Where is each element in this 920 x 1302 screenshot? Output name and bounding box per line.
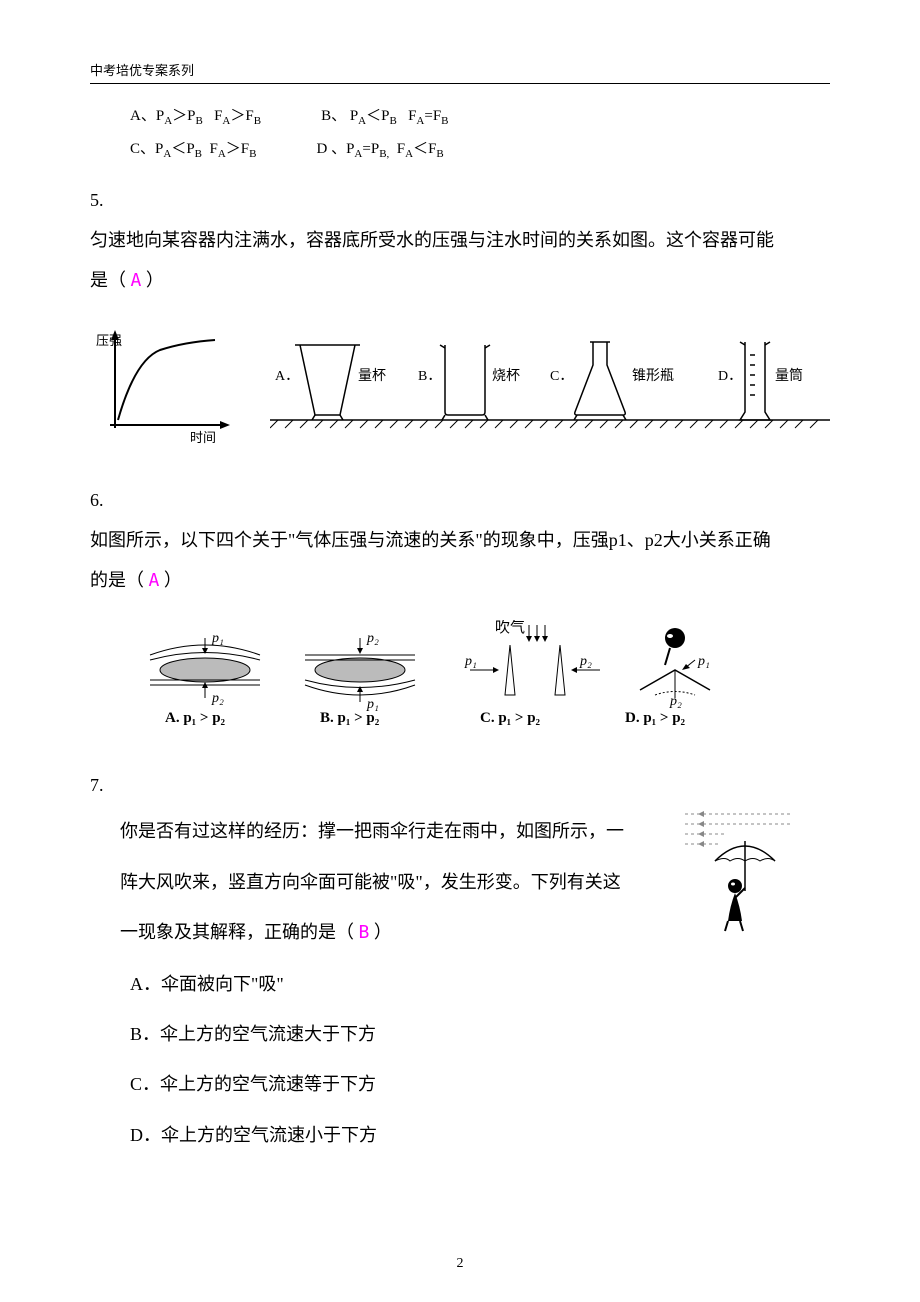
svg-text:D．: D． — [718, 369, 742, 384]
q7-option-d: D．伞上方的空气流速小于下方 — [130, 1110, 680, 1160]
q6-diagram-c: 吹气 p₁ p₂ C. p₁ > p₂ — [464, 620, 600, 726]
svg-text:p₂: p₂ — [211, 691, 224, 706]
q4-option-d: D 、PA=PB, FA＜FB — [316, 137, 443, 160]
q6-number: 6. — [90, 490, 830, 511]
svg-text:吹气: 吹气 — [495, 620, 525, 636]
q4-option-c: C、PA＜PB FA＞FB — [130, 137, 256, 160]
q7-umbrella-figure — [680, 806, 800, 941]
q6-figure: p₁ p₂ A. p₁ > p₂ p₂ p₁ B. p₁ > p₂ 吹气 — [140, 620, 830, 745]
q7-option-b: B．伞上方的空气流速大于下方 — [130, 1009, 680, 1059]
q4-option-a: A、PA＞PB FA＞FB — [130, 104, 261, 127]
svg-text:p₂: p₂ — [366, 631, 379, 646]
q6-answer: A — [149, 570, 160, 591]
q7-text-block: 你是否有过这样的经历：撑一把雨伞行走在雨中，如图所示，一 阵大风吹来，竖直方向伞… — [120, 806, 680, 1160]
q5-number: 5. — [90, 190, 830, 211]
x-axis-label: 时间 — [190, 430, 216, 445]
containers-figure: A． 量杯 B． 烧杯 C． 锥形瓶 D — [270, 320, 830, 450]
svg-text:D. p₁ > p₂: D. p₁ > p₂ — [625, 710, 686, 726]
page-number: 2 — [457, 1256, 464, 1272]
q7-number: 7. — [90, 775, 830, 796]
header-underline — [90, 83, 830, 84]
svg-text:p₁: p₁ — [211, 631, 224, 646]
svg-text:p₂: p₂ — [579, 654, 592, 669]
q7-answer: B — [359, 922, 370, 943]
svg-text:锥形瓶: 锥形瓶 — [632, 368, 674, 384]
q6-diagram-a: p₁ p₂ A. p₁ > p₂ — [150, 631, 260, 726]
container-c-icon — [574, 342, 626, 420]
q5-figure-row: 压强 时间 A． 量杯 B． 烧杯 — [90, 320, 830, 450]
svg-text:C. p₁ > p₂: C. p₁ > p₂ — [480, 710, 541, 726]
svg-text:C．: C． — [550, 369, 573, 384]
svg-text:量杯: 量杯 — [358, 368, 386, 384]
y-axis-label: 压强 — [96, 333, 122, 348]
q6-diagram-d: p₁ p₂ D. p₁ > p₂ — [625, 628, 710, 726]
q4-options-row-2: C、PA＜PB FA＞FB D 、PA=PB, FA＜FB — [130, 137, 830, 160]
svg-text:烧杯: 烧杯 — [492, 368, 520, 384]
q7-option-a: A．伞面被向下"吸" — [130, 959, 680, 1009]
q6-diagram-b: p₂ p₁ B. p₁ > p₂ — [305, 631, 415, 726]
svg-text:B. p₁ > p₂: B. p₁ > p₂ — [320, 710, 380, 726]
svg-text:p₁: p₁ — [464, 654, 477, 669]
q5-answer: A — [131, 270, 142, 291]
pressure-time-chart: 压强 时间 — [90, 320, 240, 450]
page-header: 中考培优专案系列 — [90, 60, 830, 79]
container-d-icon — [740, 342, 770, 420]
container-b-icon — [440, 345, 490, 420]
q4-options-row-1: A、PA＞PB FA＞FB B、 PA＜PB FA=FB — [130, 104, 830, 127]
svg-text:A．: A． — [275, 369, 299, 384]
svg-text:p₁: p₁ — [697, 654, 710, 669]
q6-text: 如图所示，以下四个关于"气体压强与流速的关系"的现象中，压强p1、p2大小关系正… — [90, 521, 830, 600]
svg-text:B．: B． — [418, 369, 441, 384]
q5-text: 匀速地向某容器内注满水，容器底所受水的压强与注水时间的关系如图。这个容器可能 是… — [90, 221, 830, 300]
svg-text:量筒: 量筒 — [775, 367, 803, 384]
q4-option-b: B、 PA＜PB FA=FB — [321, 104, 448, 127]
q7-option-c: C．伞上方的空气流速等于下方 — [130, 1059, 680, 1109]
container-a-icon — [295, 345, 360, 420]
svg-text:A. p₁ > p₂: A. p₁ > p₂ — [165, 710, 226, 726]
svg-text:p₂: p₂ — [669, 694, 682, 709]
